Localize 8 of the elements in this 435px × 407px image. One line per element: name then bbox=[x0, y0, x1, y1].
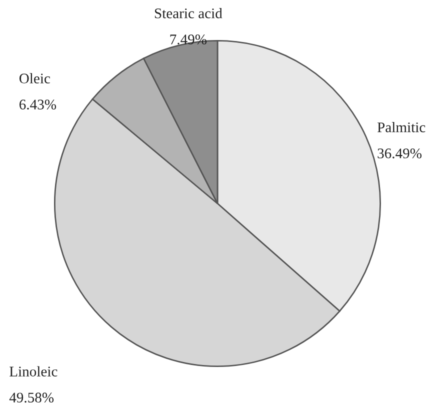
data-label: 36.49% bbox=[378, 148, 422, 158]
data-label: 7.49% bbox=[170, 34, 207, 44]
data-label: 6.43% bbox=[20, 100, 56, 110]
data-label: 49.58% bbox=[9, 392, 54, 403]
slice-label: Linoleic bbox=[10, 366, 58, 376]
slice-label: Oleic bbox=[19, 73, 50, 84]
slice-label: Stearic acid bbox=[154, 8, 222, 18]
slice-label: Palmitic bbox=[377, 122, 426, 132]
